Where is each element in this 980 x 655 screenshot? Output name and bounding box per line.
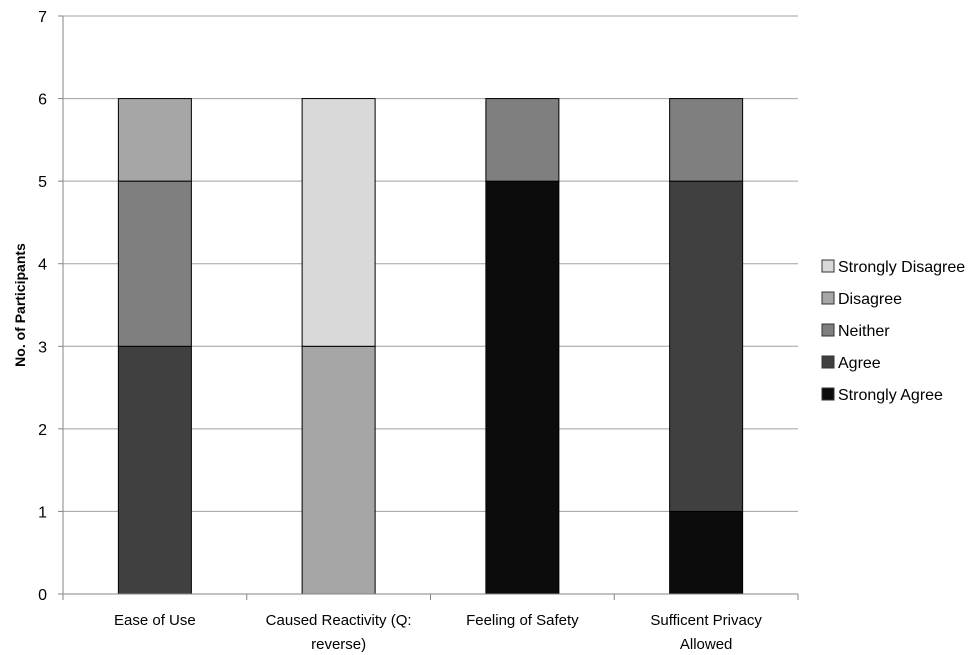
bar-segment	[301, 345, 376, 595]
x-category-labels: Ease of Use Caused Reactivity (Q: reverse)…	[114, 612, 762, 653]
y-tick-label: 6	[38, 92, 47, 109]
y-axis-title: No. of Participants	[12, 243, 28, 367]
x-category-label-line: Sufficent Privacy	[650, 612, 762, 629]
x-category-label: Feeling of Safety	[466, 612, 579, 629]
y-tick-label: 4	[38, 257, 47, 274]
bar-segment	[117, 180, 192, 347]
bar-segment	[485, 98, 560, 182]
legend-swatch	[821, 291, 835, 305]
bar-segment	[669, 180, 744, 512]
y-tick-label: 3	[38, 339, 47, 356]
legend-label: Disagree	[838, 291, 902, 308]
legend-label: Strongly Disagree	[838, 259, 965, 276]
y-tick-label: 5	[38, 174, 47, 191]
bars	[117, 98, 744, 595]
legend-label: Neither	[838, 323, 890, 340]
y-tick-label: 2	[38, 422, 47, 439]
bar-segment	[669, 98, 744, 182]
x-category-label-line: Allowed	[680, 636, 733, 653]
bar-segment	[117, 98, 192, 182]
y-tick-label: 0	[38, 587, 47, 604]
legend-label: Agree	[838, 355, 881, 372]
x-category-label-line: reverse)	[311, 636, 366, 653]
x-category-label-line: Feeling of Safety	[466, 612, 579, 629]
legend-swatch	[821, 259, 835, 273]
y-tick-label: 1	[38, 504, 47, 521]
bar-segment	[117, 345, 192, 595]
x-category-label: Ease of Use	[114, 612, 196, 629]
bar-segment	[669, 510, 744, 595]
bar-segment	[301, 98, 376, 347]
x-category-label: Sufficent Privacy Allowed	[650, 612, 762, 653]
legend-swatch	[821, 323, 835, 337]
legend: Strongly Disagree Disagree Neither Agree Str…	[821, 259, 965, 404]
bar-segment	[485, 180, 560, 595]
x-category-label-line: Ease of Use	[114, 612, 196, 629]
legend-label: Strongly Agree	[838, 387, 943, 404]
x-category-label: Caused Reactivity (Q: reverse)	[266, 612, 412, 653]
legend-swatch	[821, 355, 835, 369]
legend-swatch	[821, 387, 835, 401]
x-category-label-line: Caused Reactivity (Q:	[266, 612, 412, 629]
y-tick-label: 7	[38, 9, 47, 26]
y-tick-labels: 0 1 2 3 4 5 6 7	[38, 9, 47, 604]
axes	[58, 15, 799, 600]
